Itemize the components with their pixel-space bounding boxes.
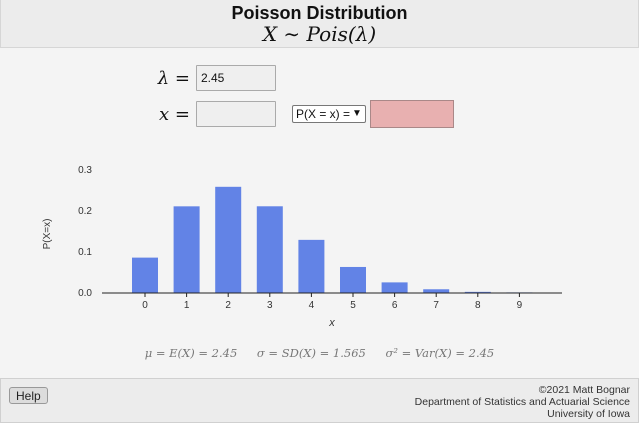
footer: Help ©2021 Matt Bognar Department of Sta…	[0, 378, 639, 423]
distribution-formula: X ∼ Pois(λ)	[262, 22, 377, 46]
bar-8	[464, 291, 491, 293]
x-tick-label: 8	[475, 300, 481, 311]
probability-type-value: P(X = x) =	[296, 107, 351, 121]
bar-4	[298, 239, 325, 293]
bars	[132, 186, 533, 293]
probability-result-field	[369, 100, 454, 128]
summary-statistics: μ = E(X) = 2.45 σ = SD(X) = 1.565 σ² = V…	[0, 346, 639, 360]
bar-0	[132, 257, 158, 293]
bar-3	[256, 206, 283, 293]
x-tick-label: 2	[225, 300, 231, 311]
university-text: University of Iowa	[547, 408, 630, 420]
y-tick-label: 0.2	[78, 206, 92, 217]
sd-stat: σ = SD(X) = 1.565	[256, 346, 366, 360]
y-tick-label: 0.3	[78, 165, 92, 176]
lambda-input[interactable]: 2.45	[196, 65, 276, 91]
department-text: Department of Statistics and Actuarial S…	[414, 396, 630, 408]
x-tick-label: 1	[184, 300, 190, 311]
x-axis-label: x	[328, 317, 335, 329]
chevron-down-icon: ▼	[352, 108, 362, 119]
x-tick-label: 7	[433, 300, 439, 311]
page-title: Poisson Distribution	[231, 3, 408, 23]
y-axis: 0.0 0.1 0.2 0.3	[78, 165, 92, 299]
x-tick-label: 0	[142, 300, 148, 311]
x-input[interactable]	[196, 101, 276, 127]
y-tick-label: 0.0	[78, 288, 92, 299]
x-tick-label: 3	[267, 300, 273, 311]
x-row: x = P(X = x) = ▼	[150, 100, 454, 128]
bar-7	[423, 289, 450, 293]
mean-stat: μ = E(X) = 2.45	[144, 346, 238, 360]
variance-stat: σ² = Var(X) = 2.45	[385, 346, 495, 360]
y-tick-label: 0.1	[78, 247, 92, 258]
x-tick-label: 9	[517, 300, 523, 311]
bar-2	[215, 186, 242, 293]
credits: ©2021 Matt Bognar Department of Statisti…	[415, 384, 630, 420]
copyright-text: ©2021 Matt Bognar	[538, 384, 630, 396]
poisson-bar-chart: 0.0 0.1 0.2 0.3 0 1 2 3 4 5 6 7 8 9 P(X=x) x	[42, 165, 562, 329]
x-tick-label: 6	[392, 300, 398, 311]
lambda-row: λ = 2.45	[150, 65, 276, 91]
x-axis: 0 1 2 3 4 5 6 7 8 9	[102, 292, 562, 311]
probability-type-select[interactable]: P(X = x) = ▼	[292, 105, 366, 123]
bar-6	[381, 282, 408, 293]
header: Poisson Distribution X ∼ Pois(λ)	[0, 0, 639, 48]
bar-5	[340, 266, 366, 293]
x-label: x =	[159, 103, 190, 125]
x-tick-label: 5	[350, 300, 356, 311]
x-tick-label: 4	[309, 300, 315, 311]
lambda-label: λ =	[157, 67, 190, 89]
help-button[interactable]: Help	[9, 387, 48, 404]
y-axis-label: P(X=x)	[42, 219, 53, 250]
bar-1	[173, 206, 200, 293]
